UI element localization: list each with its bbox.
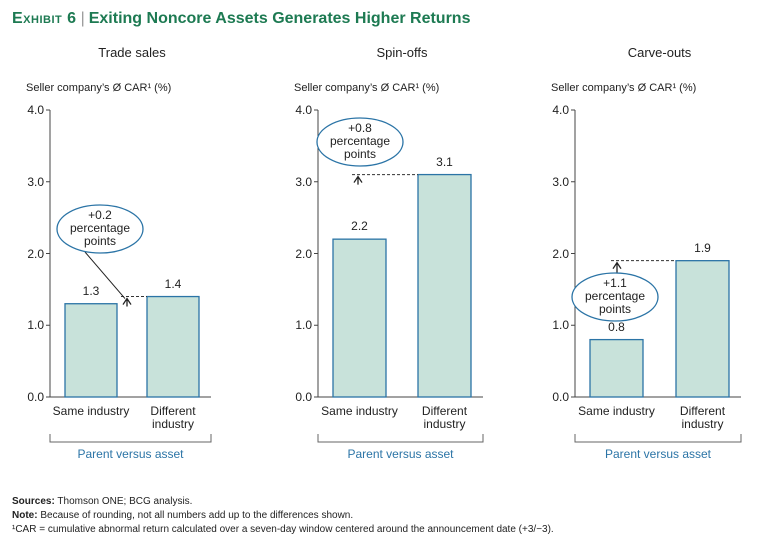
x-tick-label: Different industry [150, 404, 196, 431]
annotation: +0.8 percentage points [329, 121, 391, 161]
bar [64, 303, 118, 398]
y-tick-label: 1.0 [552, 318, 569, 333]
pointer [84, 251, 126, 299]
x-tick-label: Same industry [321, 404, 398, 418]
panel-title: Trade sales [98, 45, 166, 60]
sources-text: Thomson ONE; BCG analysis. [57, 496, 193, 507]
y-tick-label: 0.0 [295, 390, 312, 404]
y-tick-label: 3.0 [552, 174, 569, 189]
title: Exhibit 6 | Exiting Noncore Assets Generat… [12, 10, 471, 27]
title-text: Exiting Noncore Assets Generates Higher … [88, 10, 471, 27]
y-axis-label: Seller company’s Ø CAR¹ (%) [26, 82, 172, 94]
y-tick-label: 2.0 [552, 246, 569, 261]
y-tick-label: 4.0 [295, 103, 312, 117]
bracket [574, 434, 742, 443]
annotation: +1.1 percentage points [584, 276, 646, 316]
y-tick-label: 4.0 [552, 103, 569, 117]
data-label: 0.8 [608, 319, 625, 334]
arrow [122, 297, 132, 307]
panel-title: Spin-offs [376, 45, 428, 60]
annotation-bubble [316, 117, 404, 167]
bar [417, 173, 472, 398]
bar [675, 260, 730, 398]
annotation-bubble [571, 272, 659, 322]
y-tick-label: 3.0 [295, 174, 312, 189]
data-label: 3.1 [436, 154, 453, 169]
bar [332, 238, 387, 398]
y-tick-label: 3.0 [27, 174, 44, 189]
bracket [317, 434, 484, 443]
y-axis-label: Seller company’s Ø CAR¹ (%) [294, 82, 440, 94]
data-label: 1.4 [164, 276, 182, 291]
data-label: 1.3 [82, 283, 100, 298]
exhibit: Exhibit 6 [12, 10, 77, 27]
y-tick-label: 2.0 [295, 246, 312, 261]
data-label: 1.9 [694, 240, 711, 255]
y-tick-label: 0.0 [552, 390, 569, 404]
x-tick-label: Same industry [578, 404, 655, 418]
x-axis-label: Parent versus asset [347, 447, 454, 461]
y-tick-label: 1.0 [295, 318, 312, 333]
bar [589, 338, 644, 398]
arrow [353, 175, 363, 185]
y-tick-label: 1.0 [27, 318, 44, 333]
annotation: +0.2 percentage points [69, 208, 131, 248]
y-axis-label: Seller company’s Ø CAR¹ (%) [551, 82, 697, 94]
x-axis-label: Parent versus asset [77, 447, 184, 461]
x-tick-label: Different industry [421, 404, 468, 431]
note-label: Note: [12, 510, 38, 521]
y-tick-label: 2.0 [27, 246, 44, 261]
panel-title: Carve-outs [627, 45, 692, 60]
footnote: ¹CAR = cumulative abnormal return calcul… [12, 524, 554, 535]
data-label: 2.2 [351, 219, 368, 234]
x-axis-label: Parent versus asset [604, 447, 712, 461]
sources-label: Sources: [12, 496, 55, 507]
y-tick-label: 4.0 [27, 103, 44, 117]
bar [146, 295, 200, 398]
bracket [49, 434, 212, 443]
sources: Sources: Thomson ONE; BCG analysis. [12, 496, 192, 507]
x-tick-label: Same industry [52, 404, 130, 418]
note: Note: Because of rounding, not all numbe… [12, 510, 353, 521]
x-tick-label: Different industry [679, 404, 726, 431]
annotation-bubble [56, 204, 144, 254]
y-tick-label: 0.0 [27, 390, 44, 404]
note-text: Because of rounding, not all numbers add… [40, 510, 354, 521]
